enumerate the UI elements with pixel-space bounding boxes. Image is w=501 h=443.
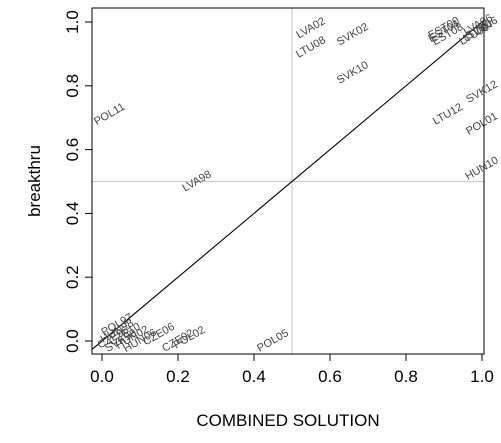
- point-label-lva98: LVA98: [180, 168, 213, 194]
- x-tick-label: 0.0: [90, 367, 114, 386]
- point-label-pol11: POL11: [92, 101, 127, 128]
- diagonal-line: [91, 19, 485, 350]
- x-tick-label: 0.6: [318, 367, 342, 386]
- y-tick-label: 1.0: [63, 10, 82, 34]
- y-tick-label: 0.4: [63, 202, 82, 226]
- x-tick-label: 0.8: [394, 367, 418, 386]
- x-tick-label: 1.0: [470, 367, 494, 386]
- point-label-svk10: SVK10: [335, 59, 371, 87]
- x-axis-title: COMBINED SOLUTION: [196, 411, 379, 430]
- point-label-svk12: SVK12: [464, 78, 500, 106]
- point-label-hun10: HUN10: [463, 154, 500, 182]
- reference-lines: [92, 8, 484, 354]
- y-axis: 0.0 0.2 0.4 0.6 0.8 1.0: [63, 10, 92, 353]
- point-label-svk02: SVK02: [335, 21, 371, 49]
- y-tick-label: 0.8: [63, 74, 82, 98]
- x-axis: 0.0 0.2 0.4 0.6 0.8 1.0: [90, 354, 494, 386]
- y-tick-label: 0.2: [63, 265, 82, 289]
- x-tick-label: 0.2: [166, 367, 190, 386]
- point-label-pol05: POL05: [255, 327, 291, 355]
- y-tick-label: 0.0: [63, 329, 82, 353]
- x-tick-label: 0.4: [242, 367, 266, 386]
- point-label-pol01: POL01: [464, 110, 500, 138]
- plot-frame: [91, 7, 485, 355]
- y-tick-label: 0.6: [63, 138, 82, 162]
- y-axis-title: breakthru: [25, 145, 44, 217]
- point-label-ltu12: LTU12: [431, 101, 465, 127]
